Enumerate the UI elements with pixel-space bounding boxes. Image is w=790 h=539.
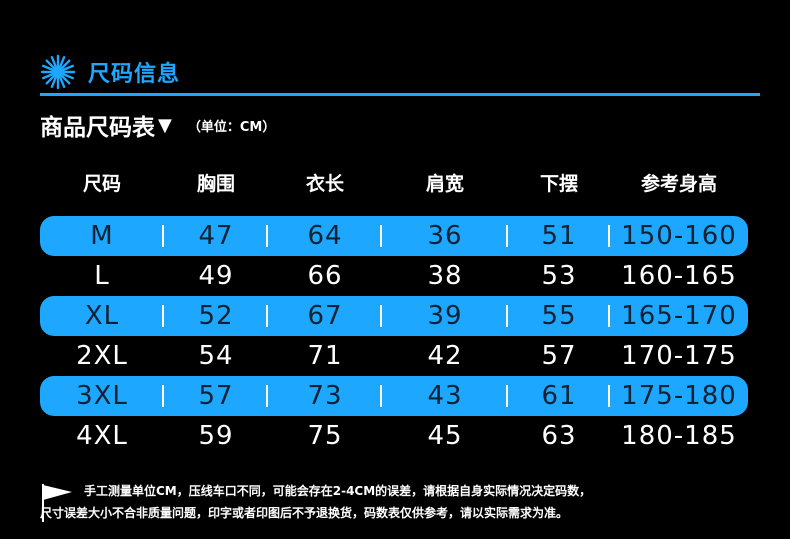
column-divider [608,305,610,327]
height-cell: 180-185 [621,421,737,451]
column-header-height: 参考身高 [640,172,717,195]
column-divider [162,225,164,247]
size-table: 尺码 胸围 衣长 肩宽 下摆 参考身高 M 47 64 36 51 150-160 L 49 6… [40,160,748,456]
column-divider [266,385,268,407]
hem-cell: 55 [508,301,610,331]
size-cell: 3XL [40,381,164,411]
hem-cell: 57 [541,341,577,371]
column-divider [266,225,268,247]
disclaimer-notes: 手工测量单位CM，压线车口不同，可能会存在2-4CM的误差，请根据自身实际情况决… [40,480,760,524]
column-divider [506,305,508,327]
shoulder-cell: 45 [427,421,463,451]
column-header-hem: 下摆 [539,172,578,195]
unit-label: （单位：CM） [187,119,276,135]
column-divider [266,305,268,327]
column-header-length: 衣长 [305,172,344,195]
shoulder-cell: 36 [382,221,508,251]
column-divider [608,385,610,407]
size-cell: XL [40,301,164,331]
column-divider [380,225,382,247]
hem-cell: 53 [541,261,577,291]
section-header: 尺码信息 [40,54,180,90]
chest-cell: 47 [164,221,268,251]
column-divider [608,225,610,247]
column-divider [380,385,382,407]
height-cell: 175-180 [621,381,737,411]
size-cell: 2XL [76,341,128,371]
height-cell: 160-165 [621,261,737,291]
note-line-2: 尺寸误差大小不合非质量问题，印字或者印图后不予退换货，码数表仅供参考，请以实际需… [40,506,569,520]
column-divider [506,385,508,407]
note-line-1: 手工测量单位CM，压线车口不同，可能会存在2-4CM的误差，请根据自身实际情况决… [84,484,592,498]
chest-cell: 54 [198,341,234,371]
hem-cell: 51 [508,221,610,251]
table-header-row: 尺码 胸围 衣长 肩宽 下摆 参考身高 [40,160,748,204]
shoulder-cell: 38 [427,261,463,291]
size-cell: 4XL [76,421,128,451]
starburst-icon [40,54,76,90]
length-cell: 75 [307,421,343,451]
chest-cell: 52 [164,301,268,331]
chest-cell: 59 [198,421,234,451]
length-cell: 64 [268,221,382,251]
column-header-chest: 胸围 [196,172,235,195]
table-row: 2XL 54 71 42 57 170-175 [40,336,748,376]
column-divider [162,305,164,327]
length-cell: 73 [268,381,382,411]
length-cell: 71 [307,341,343,371]
header-divider [40,93,760,96]
table-caption: 商品尺码表 ▼ （单位：CM） [40,108,275,142]
length-cell: 67 [268,301,382,331]
column-divider [380,305,382,327]
shoulder-cell: 43 [382,381,508,411]
table-row: 4XL 59 75 45 63 180-185 [40,416,748,456]
size-cell: L [94,261,110,291]
table-row: M 47 64 36 51 150-160 [40,216,748,256]
flag-icon [42,484,72,522]
hem-cell: 61 [508,381,610,411]
chest-cell: 49 [198,261,234,291]
size-cell: M [40,221,164,251]
column-header-size: 尺码 [82,172,121,195]
column-divider [506,225,508,247]
chest-cell: 57 [164,381,268,411]
table-title: 商品尺码表 [40,115,155,141]
column-header-shoulder: 肩宽 [425,172,464,195]
table-row: L 49 66 38 53 160-165 [40,256,748,296]
length-cell: 66 [307,261,343,291]
table-row: XL 52 67 39 55 165-170 [40,296,748,336]
height-cell: 150-160 [621,221,737,251]
table-row: 3XL 57 73 43 61 175-180 [40,376,748,416]
section-title: 尺码信息 [88,62,181,87]
triangle-down-icon: ▼ [158,114,172,136]
shoulder-cell: 42 [427,341,463,371]
hem-cell: 63 [541,421,577,451]
column-divider [162,385,164,407]
shoulder-cell: 39 [382,301,508,331]
height-cell: 165-170 [621,301,737,331]
height-cell: 170-175 [621,341,737,371]
